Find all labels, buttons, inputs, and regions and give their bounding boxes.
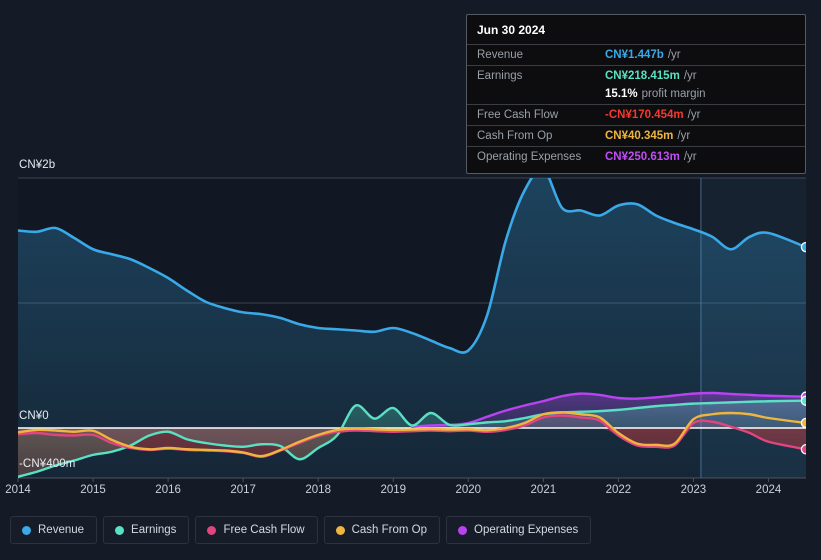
legend-item-free-cash-flow[interactable]: Free Cash Flow [195, 516, 318, 544]
legend-item-revenue[interactable]: Revenue [10, 516, 98, 544]
legend-color-dot-icon [115, 525, 125, 535]
x-axis-tick-2015: 2015 [80, 484, 106, 496]
tooltip-row-label: Cash From Op [477, 130, 553, 142]
tooltip-row: Free Cash Flow -CN¥170.454m/yr [467, 104, 805, 125]
y-axis-label-top: CN¥2b [19, 159, 56, 171]
legend-item-earnings[interactable]: Earnings [103, 516, 190, 544]
legend-item-label: Cash From Op [351, 524, 428, 536]
chart-legend: Revenue Earnings Free Cash Flow Cash From O… [10, 516, 592, 544]
tooltip-row-suffix: profit margin [641, 88, 706, 100]
legend-color-dot-icon [207, 525, 217, 535]
tooltip-row-value-group: 15.1% profit margin [605, 87, 706, 101]
tooltip-row-label: Free Cash Flow [477, 109, 559, 121]
tooltip-row-suffix: /yr [677, 130, 691, 142]
tooltip-row: Cash From Op CN¥40.345m/yr [467, 125, 805, 146]
tooltip-row-suffix: /yr [683, 70, 697, 82]
legend-color-dot-icon [335, 525, 345, 535]
tooltip-row-value-group: CN¥250.613m/yr [605, 150, 697, 164]
legend-item-label: Free Cash Flow [223, 524, 305, 536]
tooltip-row-value-group: -CN¥170.454m/yr [605, 108, 700, 122]
legend-item-label: Earnings [131, 524, 177, 536]
tooltip-row-value: 15.1% [605, 88, 638, 100]
legend-color-dot-icon [22, 525, 31, 535]
x-axis-tick-2024: 2024 [755, 484, 782, 496]
tooltip-row: Operating Expenses CN¥250.613m/yr [467, 146, 805, 167]
x-axis-tick-2019: 2019 [380, 484, 407, 496]
x-axis-tick-2017: 2017 [230, 484, 256, 496]
chart-tooltip: Jun 30 2024 Revenue CN¥1.447b/yr Earnings C… [466, 14, 806, 174]
x-axis-tick-2022: 2022 [605, 484, 632, 496]
tooltip-row-value: -CN¥170.454m [605, 109, 684, 121]
tooltip-row-label: Earnings [477, 70, 523, 82]
tooltip-row-value: CN¥1.447b [605, 49, 664, 61]
tooltip-row-label: Operating Expenses [477, 151, 582, 163]
x-axis-labels: 2014 2015 2016 2017 2018 2019 2020 2021 2022 2023… [0, 484, 821, 500]
legend-item-label: Operating Expenses [474, 524, 579, 536]
y-axis-label-bottom: -CN¥400m [19, 458, 76, 470]
tooltip-date: Jun 30 2024 [477, 23, 546, 37]
tooltip-row-value: CN¥250.613m [605, 151, 680, 163]
tooltip-row: 15.1% profit margin [467, 86, 805, 104]
tooltip-row-value-group: CN¥1.447b/yr [605, 48, 681, 62]
legend-item-operating-expenses[interactable]: Operating Expenses [446, 516, 592, 544]
legend-item-label: Revenue [38, 524, 85, 536]
legend-color-dot-icon [458, 525, 468, 535]
y-axis-label-zero: CN¥0 [19, 410, 49, 422]
legend-item-cash-from-op[interactable]: Cash From Op [323, 516, 441, 544]
tooltip-row-value-group: CN¥218.415m/yr [605, 69, 697, 83]
tooltip-rows: Revenue CN¥1.447b/yr Earnings CN¥218.415m/y… [467, 44, 805, 167]
x-axis-tick-2020: 2020 [455, 484, 482, 496]
tooltip-row-suffix: /yr [683, 151, 697, 163]
x-axis-tick-2016: 2016 [155, 484, 181, 496]
tooltip-row-suffix: /yr [667, 49, 681, 61]
tooltip-row-value: CN¥40.345m [605, 130, 674, 142]
tooltip-row: Earnings CN¥218.415m/yr [467, 65, 805, 86]
tooltip-row: Revenue CN¥1.447b/yr [467, 44, 805, 65]
tooltip-row-suffix: /yr [687, 109, 701, 121]
x-axis-tick-2018: 2018 [305, 484, 331, 496]
tooltip-row-value-group: CN¥40.345m/yr [605, 129, 690, 143]
tooltip-row-label: Revenue [477, 49, 524, 61]
x-axis-tick-2023: 2023 [680, 484, 707, 496]
x-axis-tick-2014: 2014 [5, 484, 31, 496]
tooltip-row-value: CN¥218.415m [605, 70, 680, 82]
x-axis-tick-2021: 2021 [530, 484, 557, 496]
